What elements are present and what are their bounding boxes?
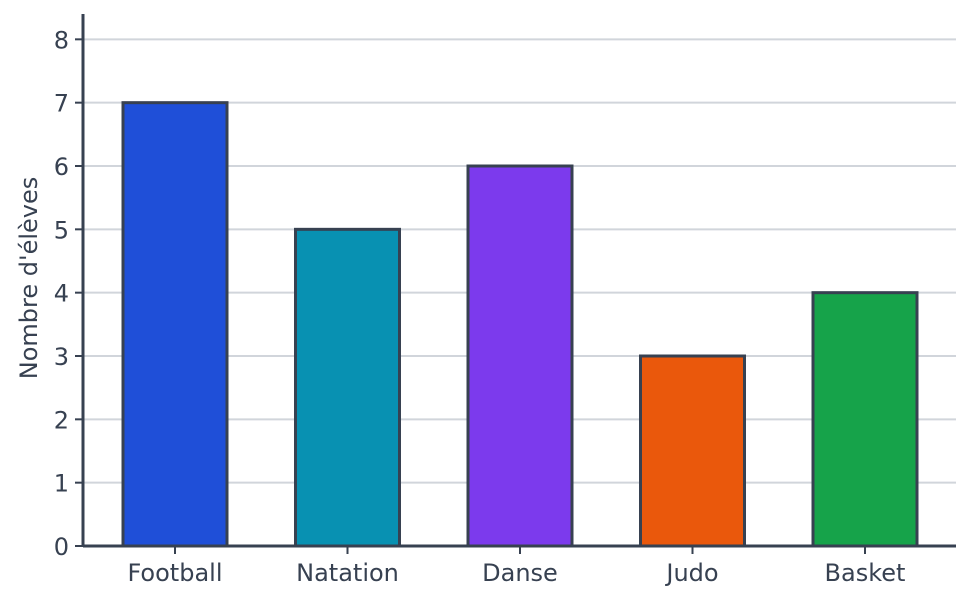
x-tick-label: Football <box>127 559 222 587</box>
y-axis-title: Nombre d'élèves <box>15 177 43 380</box>
bar-judo <box>639 354 746 548</box>
y-axis-ticks: 0 1 2 3 4 5 6 7 8 <box>54 26 83 561</box>
x-axis-ticks: Football Natation Danse Judo Basket <box>127 546 905 587</box>
x-tick-label: Judo <box>664 559 718 587</box>
y-tick-label: 2 <box>54 406 69 434</box>
bar-football <box>121 101 229 548</box>
y-tick-label: 0 <box>54 533 69 561</box>
y-tick-label: 6 <box>54 153 69 181</box>
bars <box>121 101 919 548</box>
y-tick-label: 3 <box>54 343 69 371</box>
bar-basket <box>811 291 919 548</box>
y-tick-label: 1 <box>54 470 69 498</box>
x-tick-label: Danse <box>482 559 558 587</box>
bar-danse <box>466 164 574 548</box>
y-tick-label: 7 <box>54 90 69 118</box>
bar-natation <box>294 227 401 548</box>
y-tick-label: 4 <box>54 280 69 308</box>
x-tick-label: Natation <box>296 559 399 587</box>
y-tick-label: 5 <box>54 216 69 244</box>
x-tick-label: Basket <box>825 559 906 587</box>
y-tick-label: 8 <box>54 26 69 54</box>
